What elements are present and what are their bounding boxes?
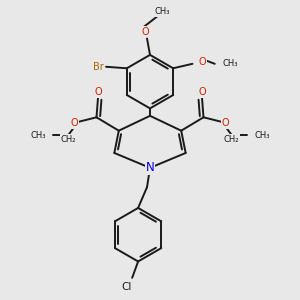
Text: CH₃: CH₃ xyxy=(31,130,46,140)
Text: Cl: Cl xyxy=(121,282,131,292)
Text: O: O xyxy=(94,87,102,97)
Text: CH₃: CH₃ xyxy=(254,130,269,140)
Text: O: O xyxy=(198,87,206,97)
Text: Br: Br xyxy=(93,62,104,72)
Text: O: O xyxy=(142,27,149,37)
Text: CH₃: CH₃ xyxy=(154,7,170,16)
Text: N: N xyxy=(146,161,154,174)
Text: O: O xyxy=(70,118,78,128)
Text: O: O xyxy=(198,57,206,67)
Text: CH₃: CH₃ xyxy=(222,59,238,68)
Text: CH₂: CH₂ xyxy=(61,135,76,144)
Text: CH₂: CH₂ xyxy=(224,135,239,144)
Text: O: O xyxy=(222,118,230,128)
